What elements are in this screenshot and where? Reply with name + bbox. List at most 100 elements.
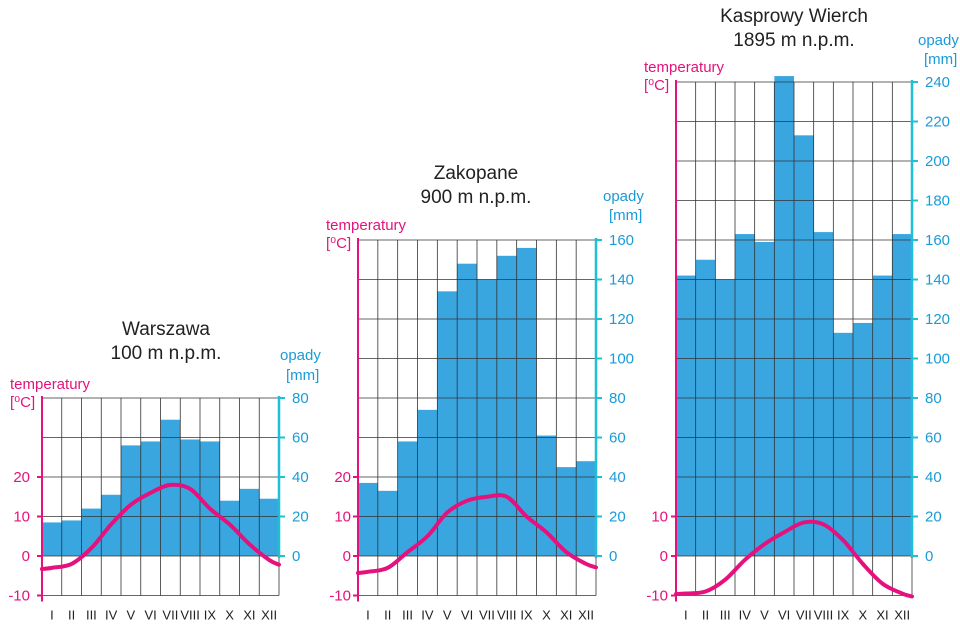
temperature-tick-label: -10 bbox=[329, 588, 351, 605]
month-label: III bbox=[402, 608, 413, 623]
precipitation-bar bbox=[892, 234, 912, 556]
precipitation-bar bbox=[556, 467, 577, 556]
precipitation-bar bbox=[794, 135, 814, 556]
precipitation-tick-label: 220 bbox=[925, 114, 950, 131]
chart-elevation: 100 m n.p.m. bbox=[111, 343, 222, 364]
precipitation-bar bbox=[259, 498, 279, 556]
precipitation-tick-label: 40 bbox=[925, 469, 942, 486]
precipitation-tick-label: 0 bbox=[292, 548, 300, 565]
temperature-tick-label: 10 bbox=[334, 509, 351, 526]
month-label: VII bbox=[479, 608, 495, 623]
precipitation-bar bbox=[833, 332, 853, 556]
precipitation-tick-label: 0 bbox=[925, 548, 933, 565]
precipitation-bar bbox=[715, 279, 735, 556]
month-label: IX bbox=[204, 608, 217, 623]
precipitation-tick-label: 80 bbox=[609, 390, 626, 407]
month-label: V bbox=[443, 608, 452, 623]
month-label: II bbox=[384, 608, 391, 623]
month-label: VIII bbox=[814, 608, 834, 623]
precipitation-axis-title: opady bbox=[603, 188, 644, 205]
chart-elevation: 1895 m n.p.m. bbox=[733, 30, 854, 51]
month-label: XII bbox=[894, 608, 910, 623]
precipitation-bar bbox=[180, 439, 200, 556]
temperature-tick-label: -10 bbox=[8, 588, 30, 605]
precipitation-tick-label: 160 bbox=[609, 232, 634, 249]
precipitation-bar bbox=[735, 234, 755, 556]
temperature-tick-label: 10 bbox=[13, 509, 30, 526]
temperature-tick-label: -10 bbox=[646, 588, 668, 605]
month-label: IX bbox=[520, 608, 533, 623]
month-label: VII bbox=[796, 608, 812, 623]
chart-title: Kasprowy Wierch bbox=[720, 6, 868, 27]
precipitation-bar bbox=[358, 482, 378, 556]
precipitation-tick-label: 200 bbox=[925, 153, 950, 170]
month-label: VI bbox=[461, 608, 473, 623]
precipitation-tick-label: 240 bbox=[925, 74, 950, 91]
precipitation-bar bbox=[160, 419, 181, 556]
month-label: I bbox=[366, 608, 370, 623]
precipitation-bar bbox=[140, 441, 161, 556]
precipitation-bar bbox=[813, 232, 834, 556]
temperature-axis-unit: [⁰C] bbox=[644, 77, 669, 94]
precipitation-tick-label: 20 bbox=[925, 509, 942, 526]
temperature-line bbox=[674, 519, 914, 599]
temperature-tick-label: 0 bbox=[660, 548, 668, 565]
month-label: XI bbox=[876, 608, 888, 623]
month-label: I bbox=[50, 608, 54, 623]
precipitation-bar bbox=[377, 490, 398, 556]
month-label: VIII bbox=[180, 608, 200, 623]
temperature-tick-label: 10 bbox=[651, 509, 668, 526]
chart-zakopane: Zakopane 900 m n.p.m. temperatury[⁰C] opady… bbox=[326, 163, 644, 623]
temperature-axis-title: temperatury bbox=[644, 59, 725, 76]
precipitation-bar bbox=[754, 241, 775, 556]
precipitation-axis-unit: [mm] bbox=[924, 51, 957, 68]
chart-title: Warszawa bbox=[122, 319, 210, 340]
month-label: XI bbox=[243, 608, 255, 623]
precipitation-bar bbox=[397, 441, 418, 556]
precipitation-tick-label: 80 bbox=[925, 390, 942, 407]
temperature-tick-label: 20 bbox=[334, 469, 351, 486]
temperature-axis-unit: [⁰C] bbox=[10, 394, 35, 411]
precipitation-bar bbox=[477, 279, 497, 556]
chart-elevation: 900 m n.p.m. bbox=[421, 187, 532, 208]
month-label: II bbox=[702, 608, 709, 623]
precipitation-bar bbox=[853, 322, 873, 556]
precipitation-bar bbox=[219, 500, 240, 556]
precipitation-bar bbox=[774, 76, 794, 556]
precipitation-axis-title: opady bbox=[918, 32, 959, 49]
month-label: VIII bbox=[497, 608, 517, 623]
precipitation-bar bbox=[200, 441, 220, 556]
chart-warszawa: Warszawa 100 m n.p.m. temperatury[⁰C] opady… bbox=[8, 319, 321, 623]
precipitation-tick-label: 100 bbox=[925, 351, 950, 368]
month-label: I bbox=[684, 608, 688, 623]
precipitation-bar bbox=[417, 409, 438, 556]
month-label: X bbox=[858, 608, 867, 623]
temperature-tick-label: 0 bbox=[343, 548, 351, 565]
precipitation-axis-unit: [mm] bbox=[286, 367, 319, 384]
precipitation-tick-label: 20 bbox=[609, 509, 626, 526]
precipitation-tick-label: 60 bbox=[292, 430, 309, 447]
precipitation-bar bbox=[42, 522, 62, 556]
precipitation-bar bbox=[496, 255, 517, 557]
precipitation-bar bbox=[437, 291, 458, 556]
month-label: X bbox=[542, 608, 551, 623]
temperature-line bbox=[356, 493, 598, 575]
precipitation-tick-label: 60 bbox=[609, 430, 626, 447]
month-label: III bbox=[86, 608, 97, 623]
month-label: VI bbox=[144, 608, 156, 623]
month-label: V bbox=[127, 608, 136, 623]
month-label: IX bbox=[837, 608, 850, 623]
precipitation-bar bbox=[676, 275, 696, 556]
temperature-axis-title: temperatury bbox=[326, 217, 407, 234]
precipitation-bar bbox=[121, 445, 141, 556]
month-label: IV bbox=[421, 608, 434, 623]
precipitation-bar bbox=[872, 275, 893, 556]
month-label: II bbox=[68, 608, 75, 623]
precipitation-axis-unit: [mm] bbox=[609, 207, 642, 224]
month-label: XII bbox=[261, 608, 277, 623]
precipitation-tick-label: 160 bbox=[925, 232, 950, 249]
chart-title: Zakopane bbox=[434, 163, 519, 184]
temperature-tick-label: 0 bbox=[22, 548, 30, 565]
